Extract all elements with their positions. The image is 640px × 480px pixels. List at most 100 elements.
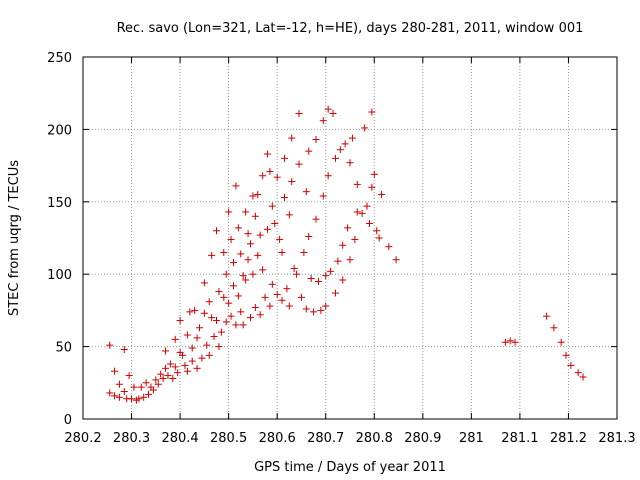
data-point [283,285,291,293]
data-point [263,150,271,158]
data-point [312,136,320,144]
data-point [188,357,196,365]
data-point [385,243,393,251]
data-point [543,312,551,320]
data-point [324,172,332,180]
data-point [370,170,378,178]
data-point [290,264,298,272]
data-point [208,251,216,259]
data-point [334,257,342,265]
data-point [368,183,376,191]
data-point [246,314,254,322]
data-point [322,272,330,280]
data-point [324,105,332,113]
x-tick-label: 280.5 [210,431,247,446]
chart-title: Rec. savo (Lon=321, Lat=-12, h=HE), days… [117,21,584,36]
data-point [198,354,206,362]
data-point [305,233,313,241]
data-point [295,160,303,168]
data-point [159,374,167,382]
data-point [237,250,245,258]
data-point [174,369,182,377]
data-point [145,390,153,398]
data-point [128,395,136,403]
data-point [162,347,170,355]
data-point [149,386,157,394]
data-point [244,256,252,264]
data-point [317,306,325,314]
data-point [179,351,187,359]
data-point [246,240,254,248]
data-point [205,298,213,306]
data-point [348,134,356,142]
data-point [183,367,191,375]
data-point [310,308,318,316]
data-point [562,351,570,359]
data-point [196,324,204,332]
data-point [234,224,242,232]
data-point [285,302,293,310]
x-tick-label: 281.3 [598,431,635,446]
data-point [183,331,191,339]
data-point [154,380,162,388]
data-point [276,235,284,243]
data-point [278,296,286,304]
data-point [251,304,259,312]
data-point [106,341,114,349]
data-point [106,389,114,397]
data-point [346,159,354,167]
data-point [336,146,344,154]
data-point [135,395,143,403]
data-point [346,256,354,264]
data-point [225,208,233,216]
data-point [273,173,281,181]
data-point [256,231,264,239]
data-point [249,270,257,278]
data-point [295,109,303,117]
data-point [225,299,233,307]
data-point [242,276,250,284]
data-point [344,224,352,232]
data-points [106,105,587,404]
data-point [574,369,582,377]
data-point [220,248,228,256]
data-point [229,259,237,267]
data-point [288,178,296,186]
data-point [331,289,339,297]
data-point [302,188,310,196]
data-point [140,393,148,401]
x-tick-label: 281.1 [501,431,538,446]
data-point [319,117,327,125]
data-point [392,256,400,264]
data-point [222,270,230,278]
x-axis-label: GPS time / Days of year 2011 [254,460,446,475]
data-point [579,373,587,381]
data-point [271,220,279,228]
data-point [217,328,225,336]
y-tick-label: 50 [55,341,72,356]
data-point [268,202,276,210]
data-point [164,372,172,380]
data-point [125,372,133,380]
data-point [227,235,235,243]
data-point [181,361,189,369]
data-point [210,332,218,340]
data-point [229,282,237,290]
data-point [363,202,371,210]
data-point [378,191,386,199]
data-point [239,321,247,329]
data-point [361,124,369,132]
data-point [297,293,305,301]
data-point [278,248,286,256]
data-point [307,275,315,283]
x-tick-label: 280.4 [161,431,198,446]
data-point [368,108,376,116]
data-point [353,180,361,188]
data-point [232,182,240,190]
data-point [327,267,335,275]
data-point [285,211,293,219]
data-point [193,364,201,372]
data-point [157,370,165,378]
data-point [375,234,383,242]
